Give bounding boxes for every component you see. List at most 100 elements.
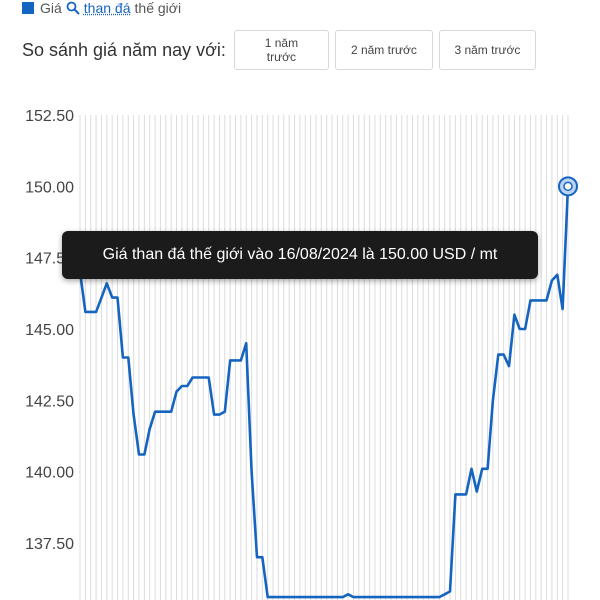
data-point[interactable]: [297, 594, 303, 600]
data-point[interactable]: [157, 409, 163, 415]
data-point[interactable]: [254, 554, 260, 560]
data-point[interactable]: [222, 409, 228, 415]
data-point[interactable]: [200, 374, 206, 380]
data-point[interactable]: [350, 594, 356, 600]
data-point[interactable]: [468, 466, 474, 472]
data-point[interactable]: [447, 588, 453, 594]
data-point[interactable]: [517, 326, 523, 332]
data-point[interactable]: [356, 594, 362, 600]
data-point[interactable]: [141, 452, 147, 458]
data-point[interactable]: [286, 594, 292, 600]
data-point[interactable]: [125, 355, 131, 361]
data-point[interactable]: [216, 412, 222, 418]
data-point[interactable]: [179, 383, 185, 389]
data-point[interactable]: [168, 409, 174, 415]
data-point[interactable]: [436, 594, 442, 600]
data-point[interactable]: [511, 312, 517, 318]
data-point[interactable]: [249, 469, 255, 475]
data-point[interactable]: [292, 594, 298, 600]
data-point[interactable]: [479, 466, 485, 472]
compare-3-years-button[interactable]: 3 năm trước: [438, 30, 536, 70]
data-point[interactable]: [238, 357, 244, 363]
data-point[interactable]: [458, 491, 464, 497]
data-point[interactable]: [302, 594, 308, 600]
data-point[interactable]: [93, 309, 99, 315]
data-point[interactable]: [372, 594, 378, 600]
data-point[interactable]: [120, 355, 126, 361]
data-point[interactable]: [533, 297, 539, 303]
data-point[interactable]: [98, 295, 104, 301]
data-point[interactable]: [485, 466, 491, 472]
data-point[interactable]: [227, 357, 233, 363]
header-suffix: thế giới: [134, 0, 182, 16]
data-point[interactable]: [404, 594, 410, 600]
data-point[interactable]: [393, 594, 399, 600]
data-point[interactable]: [377, 594, 383, 600]
data-point[interactable]: [367, 594, 373, 600]
data-point[interactable]: [340, 594, 346, 600]
data-point[interactable]: [88, 309, 94, 315]
data-point[interactable]: [399, 594, 405, 600]
data-point[interactable]: [415, 594, 421, 600]
data-point[interactable]: [501, 352, 507, 358]
data-point[interactable]: [82, 309, 88, 315]
data-point[interactable]: [308, 594, 314, 600]
data-point[interactable]: [270, 594, 276, 600]
data-point[interactable]: [409, 594, 415, 600]
compare-1-year-button[interactable]: 1 năm trước: [233, 30, 329, 70]
data-point[interactable]: [211, 412, 217, 418]
y-tick-label: 150.00: [25, 179, 74, 196]
data-point[interactable]: [420, 594, 426, 600]
data-point[interactable]: [334, 594, 340, 600]
data-point[interactable]: [131, 412, 137, 418]
data-point[interactable]: [329, 594, 335, 600]
data-point[interactable]: [313, 594, 319, 600]
data-point[interactable]: [527, 297, 533, 303]
data-point[interactable]: [136, 452, 142, 458]
data-point[interactable]: [243, 340, 249, 346]
data-point[interactable]: [538, 297, 544, 303]
data-point[interactable]: [522, 326, 528, 332]
data-point[interactable]: [115, 295, 121, 301]
data-point[interactable]: [147, 426, 153, 432]
data-point[interactable]: [281, 594, 287, 600]
data-point[interactable]: [265, 594, 271, 600]
data-point[interactable]: [318, 594, 324, 600]
data-point[interactable]: [163, 409, 169, 415]
data-point[interactable]: [442, 591, 448, 597]
data-point[interactable]: [361, 594, 367, 600]
data-point[interactable]: [104, 280, 110, 286]
data-point[interactable]: [184, 383, 190, 389]
data-point[interactable]: [452, 491, 458, 497]
data-point[interactable]: [426, 594, 432, 600]
data-point[interactable]: [195, 374, 201, 380]
data-point[interactable]: [109, 295, 115, 301]
data-point[interactable]: [259, 554, 265, 560]
data-point[interactable]: [233, 357, 239, 363]
data-point[interactable]: [474, 489, 480, 495]
data-point[interactable]: [490, 397, 496, 403]
data-point[interactable]: [463, 491, 469, 497]
data-point[interactable]: [554, 272, 560, 278]
data-point[interactable]: [388, 594, 394, 600]
data-point[interactable]: [190, 374, 196, 380]
data-point[interactable]: [275, 594, 281, 600]
data-point[interactable]: [206, 374, 212, 380]
data-point[interactable]: [324, 594, 330, 600]
y-tick-label: 152.50: [25, 108, 74, 125]
data-point[interactable]: [544, 297, 550, 303]
data-point[interactable]: [345, 591, 351, 597]
data-point[interactable]: [174, 389, 180, 395]
highlight-point[interactable]: [563, 181, 573, 192]
data-point[interactable]: [495, 352, 501, 358]
data-point[interactable]: [560, 306, 566, 312]
data-point[interactable]: [152, 409, 158, 415]
data-point[interactable]: [549, 277, 555, 283]
data-point[interactable]: [383, 594, 389, 600]
y-tick-label: 147.50: [25, 251, 74, 268]
data-point[interactable]: [506, 363, 512, 369]
compare-2-years-button[interactable]: 2 năm trước: [334, 30, 433, 70]
data-point[interactable]: [431, 594, 437, 600]
header-keyword-link[interactable]: than đá: [83, 0, 131, 16]
